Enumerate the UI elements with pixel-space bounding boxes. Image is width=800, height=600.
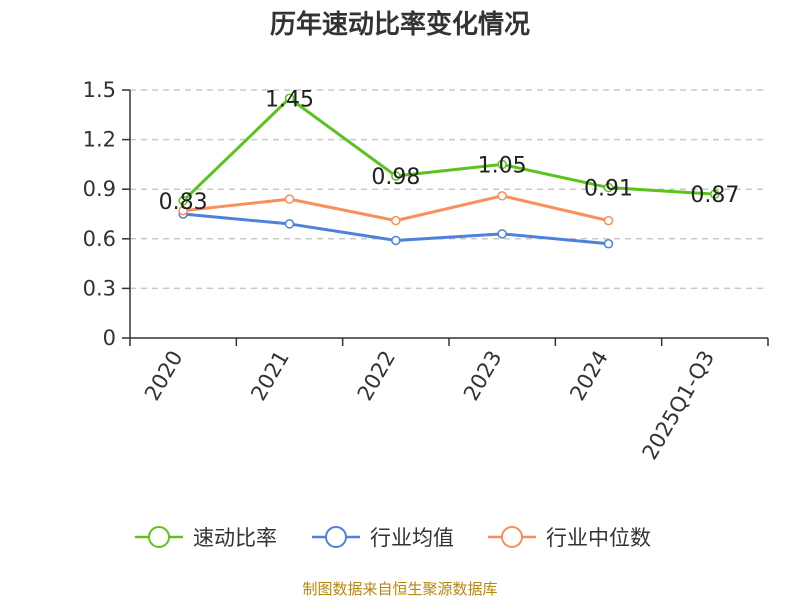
data-point (603, 182, 614, 193)
axes (129, 90, 768, 339)
y-tick-label: 1.5 (83, 78, 116, 102)
x-tick-label: 2022 (353, 347, 401, 405)
y-tick-label: 0.3 (83, 276, 116, 300)
data-point (284, 219, 295, 229)
data-label: 0.98 (371, 165, 420, 190)
legend-label: 速动比率 (193, 526, 277, 550)
series-lines (182, 96, 715, 246)
y-tick-label: 0.6 (83, 227, 116, 251)
data-point (284, 194, 295, 204)
source-note: 制图数据来自恒生聚源数据库 (302, 580, 498, 598)
data-label: 1.45 (265, 87, 314, 112)
data-label: 1.05 (478, 153, 527, 178)
data-point (284, 93, 295, 104)
x-tick-label: 2024 (565, 347, 613, 405)
legend-label: 行业均值 (370, 526, 454, 550)
data-point (178, 196, 188, 206)
data-labels: 0.83 1.45 0.98 1.05 0.91 0.87 (159, 87, 740, 215)
data-point (497, 229, 507, 239)
data-point (391, 171, 401, 181)
legend-label: 行业中位数 (546, 526, 651, 550)
data-label: 0.87 (690, 183, 739, 208)
y-tick-label: 0 (103, 326, 116, 350)
x-tick-label: 2025Q1-Q3 (638, 347, 720, 464)
data-point (603, 215, 614, 226)
data-point (497, 159, 507, 170)
data-point (178, 205, 188, 216)
x-tick-label: 2023 (459, 346, 507, 404)
data-label: 0.91 (584, 177, 633, 202)
y-tick-label: 1.2 (83, 128, 116, 152)
data-point (391, 235, 401, 246)
y-axis-ticks: 0 0.3 0.6 0.9 1.2 1.5 (83, 78, 130, 350)
legend-marker (501, 526, 523, 548)
y-tick-label: 0.9 (83, 177, 116, 201)
chart-title: 历年速动比率变化情况 (269, 10, 530, 40)
data-label: 0.83 (159, 190, 208, 215)
data-point (391, 215, 401, 226)
legend-marker (325, 526, 347, 548)
data-point (710, 189, 720, 199)
legend-marker (148, 526, 170, 548)
x-axis-ticks: 2020 2021 2022 2023 2024 2025Q1-Q3 (129, 338, 769, 464)
data-point (497, 191, 507, 201)
x-tick-label: 2021 (246, 347, 294, 405)
data-point (603, 239, 614, 249)
series-line (182, 96, 715, 202)
legend: 速动比率 行业均值 行业中位数 (135, 526, 651, 550)
x-tick-label: 2020 (140, 347, 188, 405)
series-points (178, 93, 720, 249)
grid-lines (130, 89, 768, 290)
